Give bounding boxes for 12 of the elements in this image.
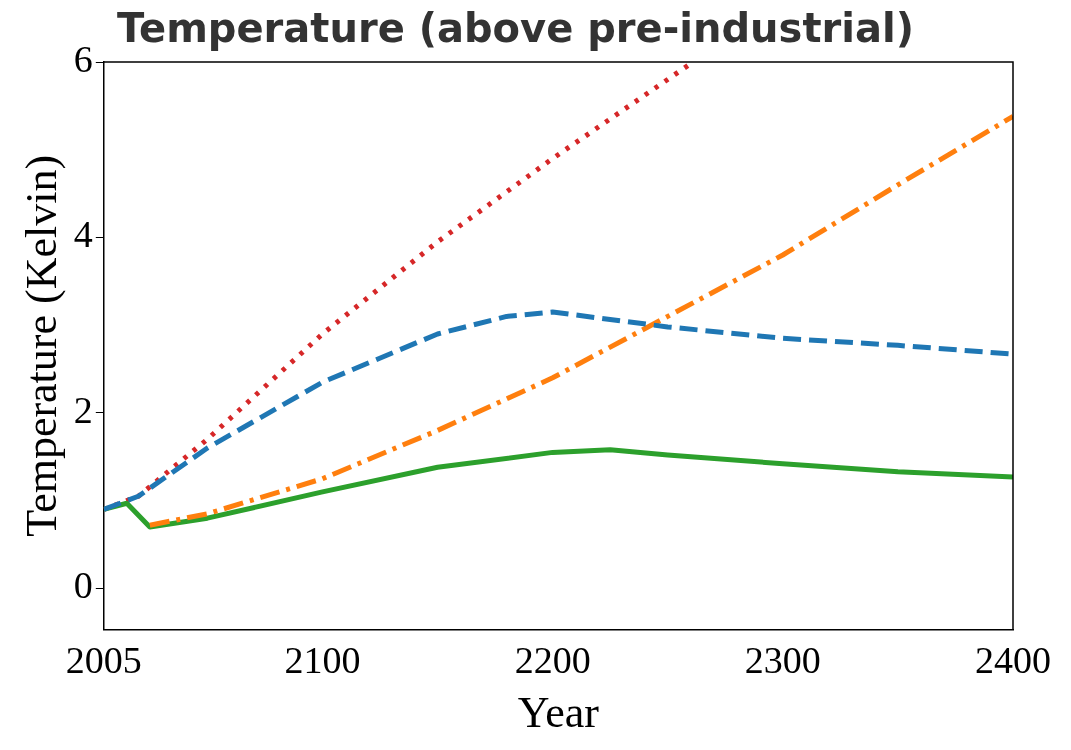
x-tick-label: 2100 <box>284 639 361 682</box>
x-tick-label: 2005 <box>65 639 142 682</box>
x-tick-label: 2400 <box>975 639 1051 682</box>
y-axis-title: Temperature (Kelvin) <box>16 154 66 537</box>
chart-title: Temperature (above pre-industrial) <box>117 5 914 52</box>
y-tick-label: 0 <box>73 564 93 607</box>
y-tick-label: 2 <box>73 388 93 431</box>
x-tick-label: 2200 <box>514 639 591 682</box>
x-axis-title: Year <box>517 688 600 738</box>
y-tick-label: 6 <box>73 37 93 80</box>
x-tick-label: 2300 <box>744 639 821 682</box>
y-tick-label: 4 <box>73 213 93 256</box>
